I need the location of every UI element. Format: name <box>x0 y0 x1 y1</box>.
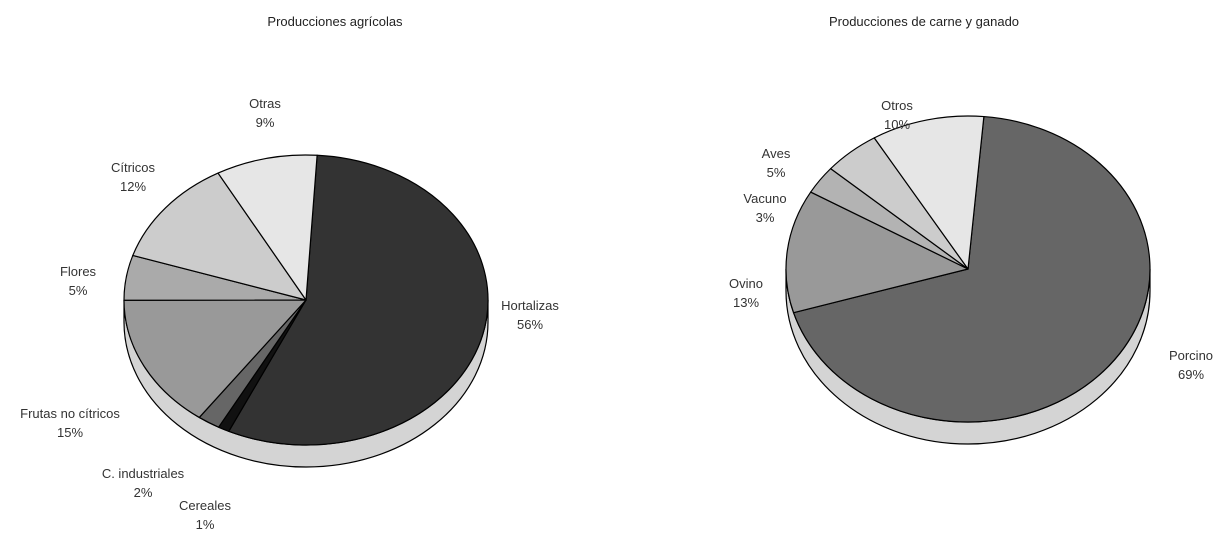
slice-label: Porcino 69% <box>1169 348 1213 382</box>
slice-label: Frutas no cítricos 15% <box>20 406 120 440</box>
slice-label: Cítricos 12% <box>111 160 156 194</box>
pie-slice <box>228 154 489 446</box>
slice-label: Otras 9% <box>249 96 281 130</box>
pie-slice <box>132 172 307 301</box>
slice-label: Ovino 13% <box>729 276 763 310</box>
chart-title-carne: Producciones de carne y ganado <box>828 14 1020 29</box>
pie-slice <box>123 299 307 419</box>
slice-label: Cereales 1% <box>179 498 232 532</box>
pie-carne: Porcino 69% Ovino 13% Vacuno 3% Aves 5% Otros 10% <box>729 98 1213 445</box>
slice-label: Hortalizas 56% <box>501 298 559 332</box>
slice-label: Aves 5% <box>762 146 791 180</box>
pie-agricola: Hortalizas 56% Cereales 1%C. industriales 2%… <box>20 96 559 532</box>
slice-label: Flores 5% <box>60 264 97 298</box>
pie-slice <box>217 154 318 301</box>
slice-label: Otros 10% <box>881 98 913 132</box>
pie-slice <box>792 115 1151 423</box>
chart-title-agricola: Producciones agrícolas <box>267 14 403 29</box>
slice-label: C. industriales 2% <box>102 466 185 500</box>
slice-label: Vacuno 3% <box>743 191 786 225</box>
pie-slice <box>785 191 969 314</box>
pie-slice <box>873 115 985 270</box>
